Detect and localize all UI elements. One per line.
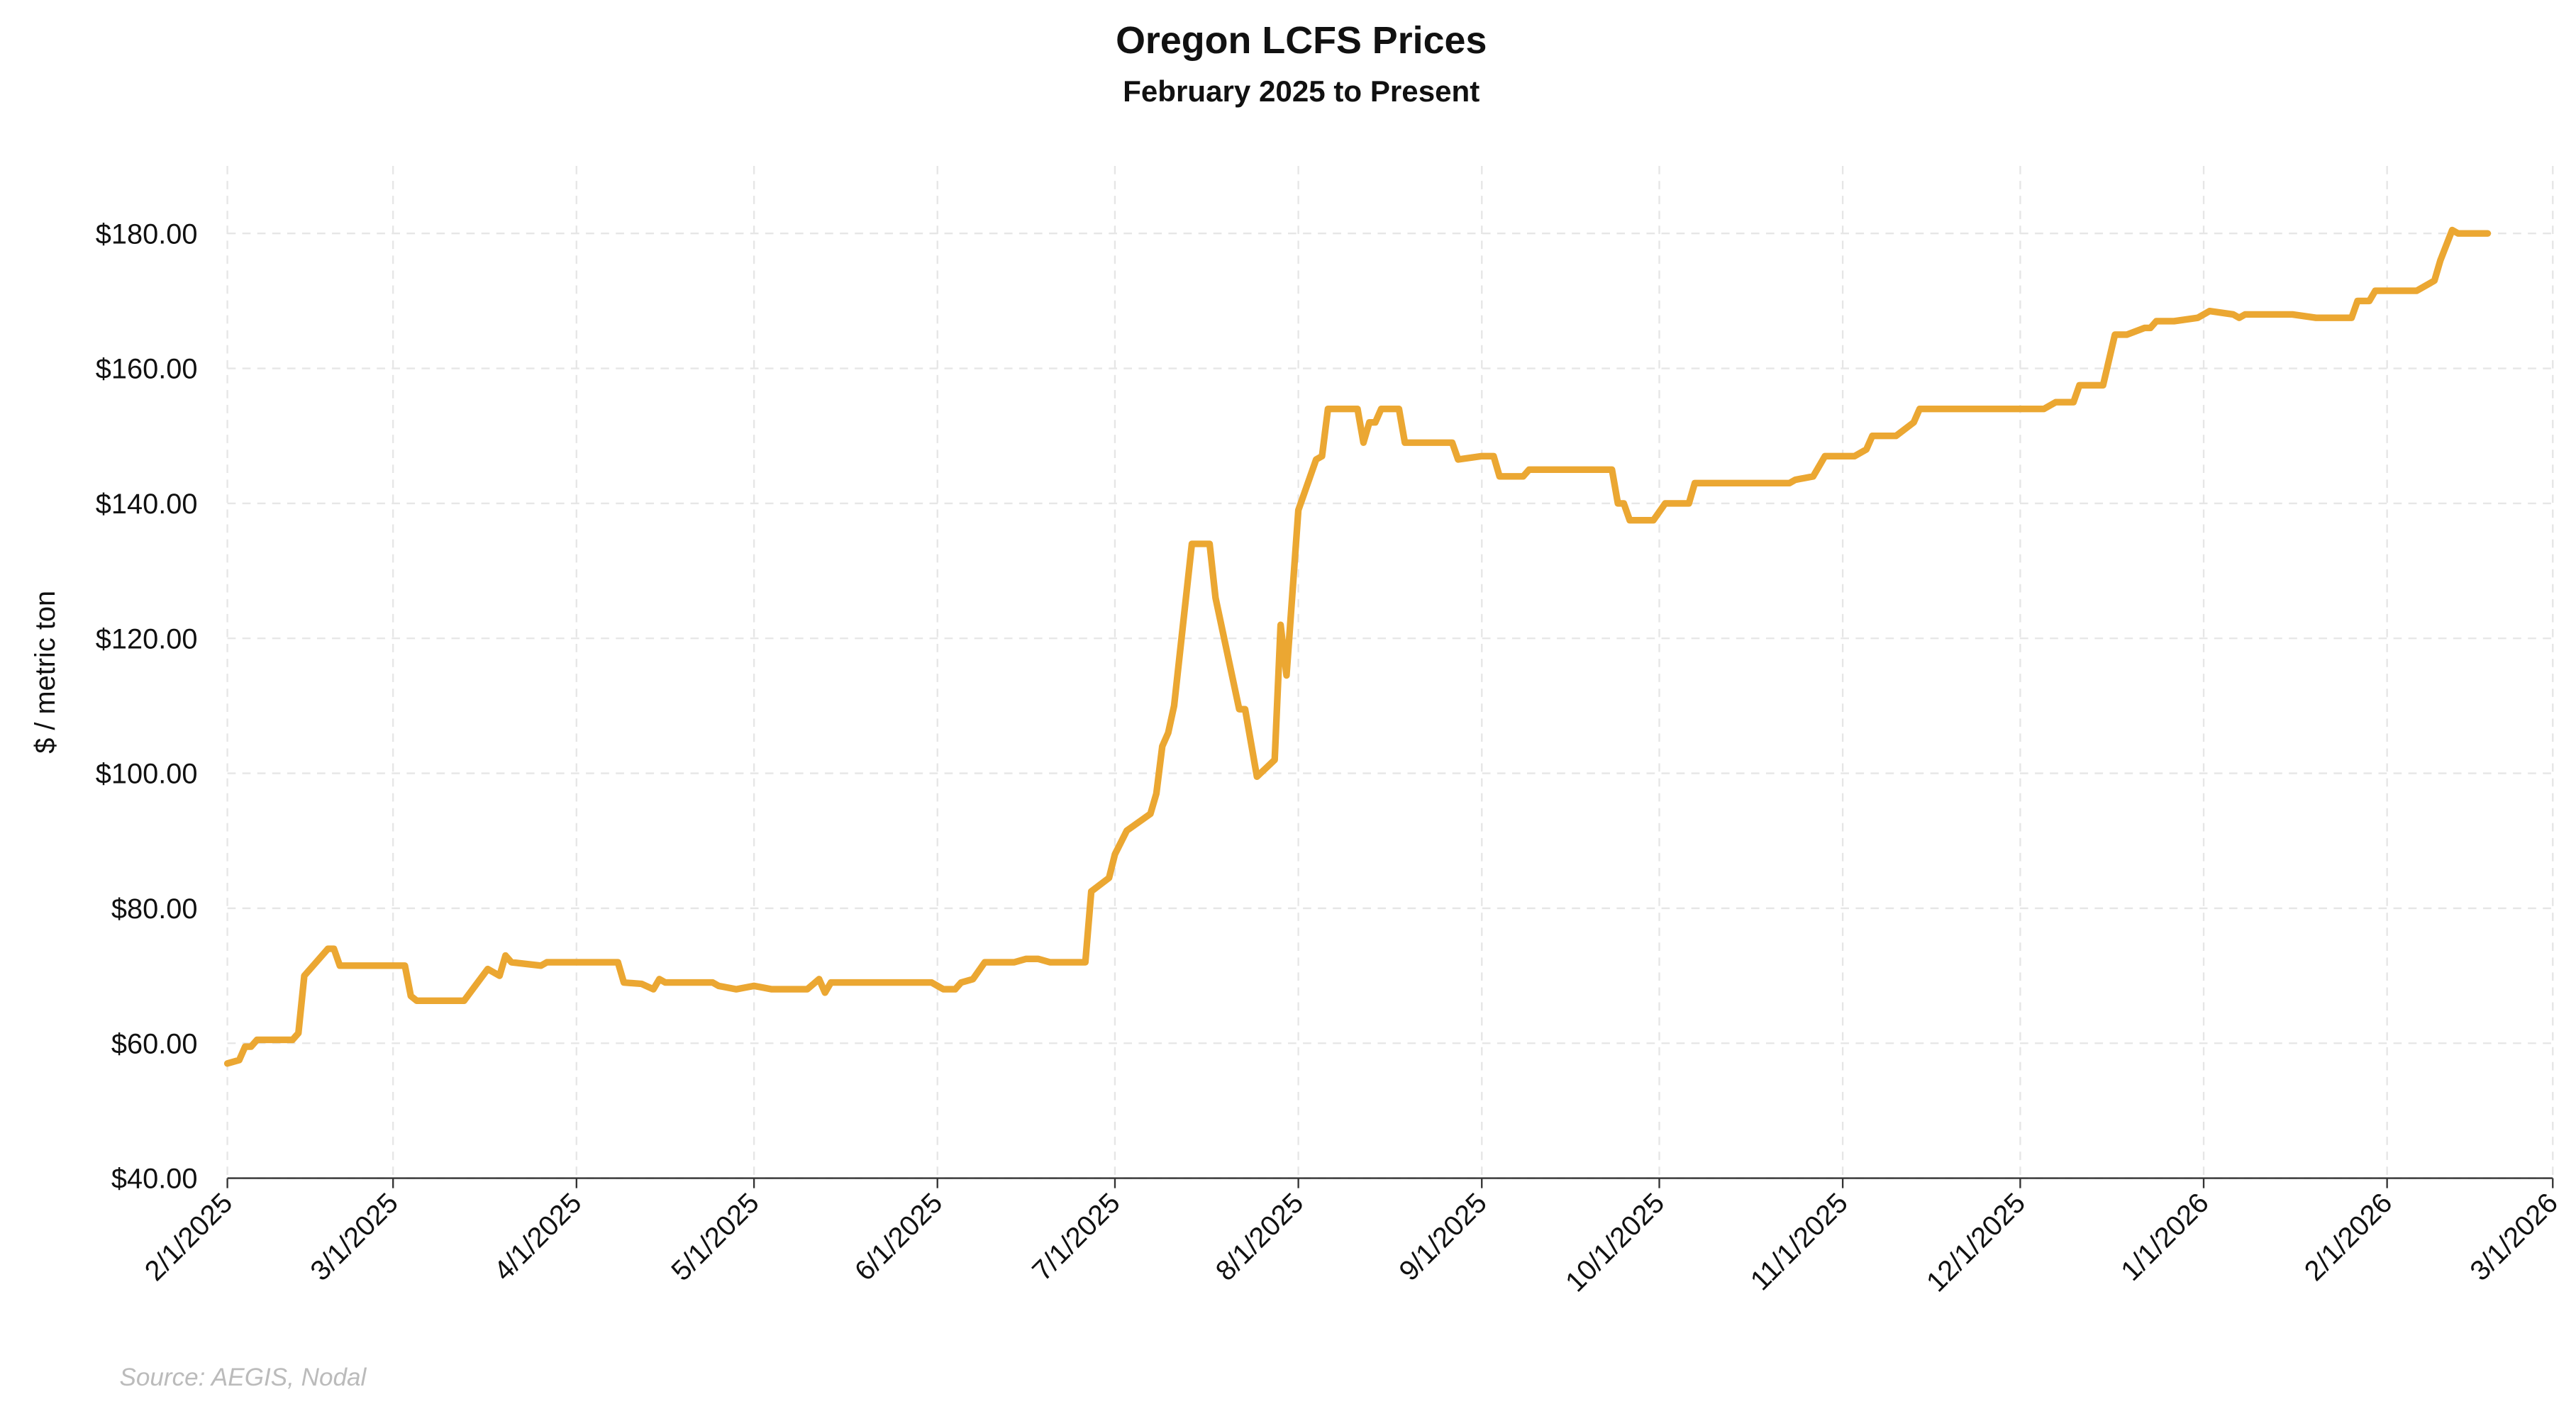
- x-tick-label: 9/1/2025: [1393, 1187, 1493, 1287]
- y-tick-label: $60.00: [111, 1028, 198, 1059]
- x-tick-label: 7/1/2025: [1026, 1187, 1126, 1287]
- y-tick-label: $140.00: [96, 489, 198, 520]
- y-tick-label: $100.00: [96, 759, 198, 790]
- price-line: [223, 226, 2492, 1067]
- x-tick-label: 3/1/2025: [304, 1187, 404, 1287]
- chart-title: Oregon LCFS Prices: [1116, 19, 1487, 62]
- y-axis-label: $ / metric ton: [30, 591, 61, 754]
- x-tick-label: 10/1/2025: [1560, 1187, 1670, 1298]
- chart-subtitle: February 2025 to Present: [1123, 74, 1479, 108]
- x-tick-label: 2/1/2026: [2299, 1187, 2399, 1287]
- x-tick-label: 5/1/2025: [665, 1187, 765, 1287]
- x-tick-label: 8/1/2025: [1210, 1187, 1310, 1287]
- x-tick-label: 4/1/2025: [488, 1187, 588, 1287]
- x-tick-label: 12/1/2025: [1921, 1187, 2031, 1298]
- y-tick-label: $80.00: [111, 893, 198, 925]
- source-note: Source: AEGIS, Nodal: [119, 1364, 367, 1391]
- y-tick-label: $120.00: [96, 623, 198, 654]
- x-tick-label: 1/1/2026: [2115, 1187, 2215, 1287]
- x-tick-label: 6/1/2025: [849, 1187, 949, 1287]
- y-tick-label: $160.00: [96, 354, 198, 385]
- y-tick-label: $40.00: [111, 1164, 198, 1195]
- x-tick-label: 3/1/2026: [2464, 1187, 2564, 1287]
- x-tick-label: 2/1/2025: [139, 1187, 239, 1287]
- y-tick-label: $180.00: [96, 218, 198, 250]
- x-tick-label: 11/1/2025: [1745, 1187, 1854, 1296]
